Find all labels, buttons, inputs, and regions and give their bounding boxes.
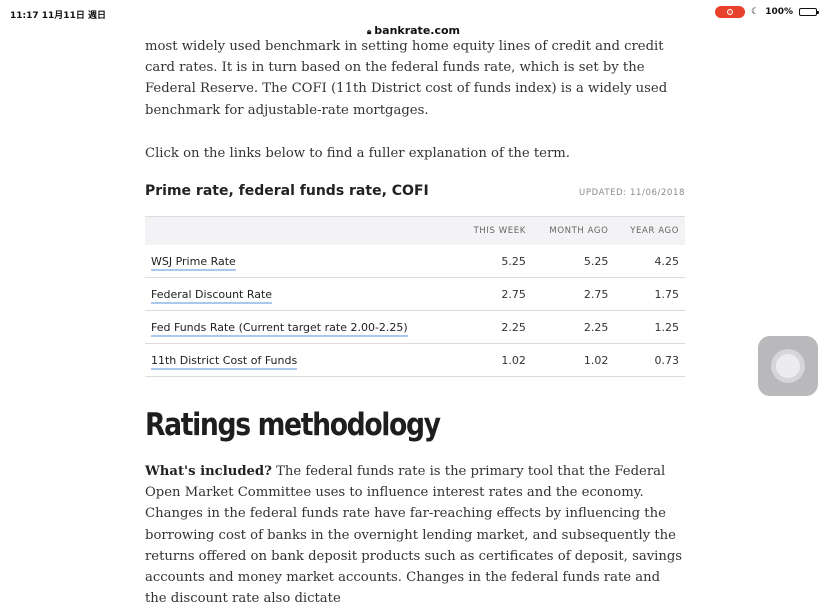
- column-header-name: [145, 216, 458, 246]
- screen-record-icon[interactable]: [715, 6, 746, 18]
- value-year-ago: 0.73: [614, 343, 685, 378]
- value-this-week: 5.25: [457, 245, 532, 279]
- value-year-ago: 1.75: [614, 277, 685, 312]
- column-header-this-week: THIS WEEK: [457, 216, 532, 246]
- lock-icon: 🔒︎: [367, 27, 372, 36]
- value-this-week: 2.75: [457, 277, 532, 312]
- included-paragraph: What's included? The federal funds rate …: [145, 461, 685, 609]
- table-row: Fed Funds Rate (Current target rate 2.00…: [145, 310, 685, 345]
- value-year-ago: 1.25: [614, 310, 685, 345]
- value-month-ago: 2.25: [531, 310, 615, 345]
- address-bar[interactable]: 🔒︎ bankrate.com: [0, 24, 827, 37]
- value-this-week: 2.25: [457, 310, 532, 345]
- value-this-week: 1.02: [457, 343, 532, 378]
- updated-date: UPDATED: 11/06/2018: [579, 188, 685, 199]
- table-row: Federal Discount Rate 2.75 2.75 1.75: [145, 277, 685, 312]
- do-not-disturb-moon-icon: ☾: [751, 6, 760, 17]
- rates-table-title: Prime rate, federal funds rate, COFI: [145, 183, 429, 200]
- status-indicators: ☾ 100%: [715, 6, 819, 18]
- rates-table-column-headers: THIS WEEK MONTH AGO YEAR AGO: [145, 216, 685, 246]
- value-month-ago: 2.75: [531, 277, 615, 312]
- url-text: bankrate.com: [374, 24, 460, 37]
- value-year-ago: 4.25: [614, 245, 685, 279]
- rates-table-header: Prime rate, federal funds rate, COFI UPD…: [145, 183, 685, 199]
- included-text: The federal funds rate is the primary to…: [145, 464, 683, 607]
- included-label: What's included?: [145, 464, 272, 480]
- rate-link-11th-district[interactable]: 11th District Cost of Funds: [151, 353, 298, 370]
- links-paragraph: Click on the links below to find a fulle…: [145, 145, 570, 161]
- rates-table: THIS WEEK MONTH AGO YEAR AGO WSJ Prime R…: [145, 216, 685, 378]
- column-header-month-ago: MONTH AGO: [531, 216, 615, 246]
- rate-link-wsj-prime[interactable]: WSJ Prime Rate: [151, 254, 236, 271]
- table-row: WSJ Prime Rate 5.25 5.25 4.25: [145, 245, 685, 279]
- battery-icon: [799, 8, 819, 16]
- table-row: 11th District Cost of Funds 1.02 1.02 0.…: [145, 343, 685, 378]
- article-content: most widely used benchmark in setting ho…: [145, 36, 685, 609]
- battery-percentage: 100%: [765, 7, 793, 17]
- column-header-year-ago: YEAR AGO: [614, 216, 685, 246]
- status-time: 11:17 11月11日 週日: [10, 11, 106, 21]
- section-heading-ratings: Ratings methodology: [145, 407, 441, 444]
- value-month-ago: 1.02: [531, 343, 615, 378]
- value-month-ago: 5.25: [531, 245, 615, 279]
- rate-link-fed-funds[interactable]: Fed Funds Rate (Current target rate 2.00…: [151, 320, 408, 337]
- rate-link-federal-discount[interactable]: Federal Discount Rate: [151, 287, 273, 304]
- status-bar: 11:17 11月11日 週日 ☾ 100%: [0, 0, 827, 24]
- assistive-touch-icon[interactable]: [758, 336, 818, 396]
- intro-paragraph: most widely used benchmark in setting ho…: [145, 39, 668, 118]
